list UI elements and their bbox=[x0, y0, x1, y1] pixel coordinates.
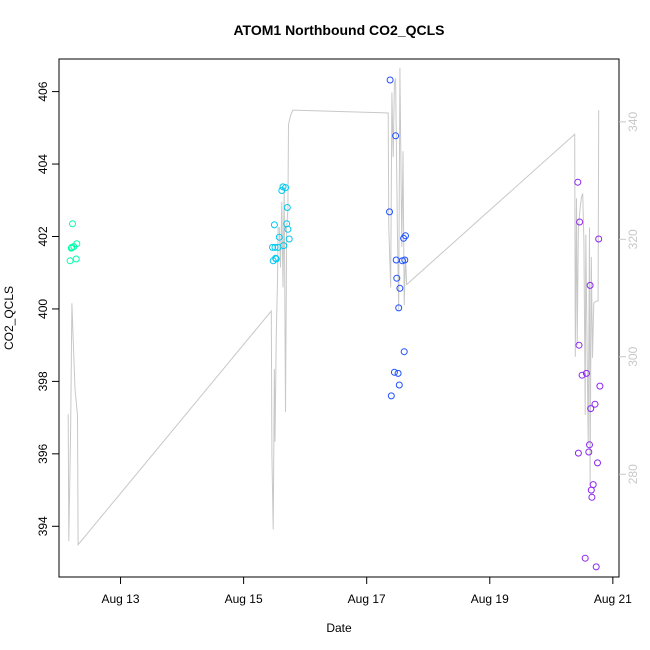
point-1 bbox=[270, 221, 278, 229]
y2-tick-label: 320 bbox=[626, 229, 640, 249]
y-tick-label: 402 bbox=[36, 226, 50, 246]
point-3 bbox=[578, 371, 586, 379]
point-3 bbox=[587, 405, 595, 413]
line-series bbox=[67, 67, 600, 547]
y-axis-left: 394 396 398 400 402 404 406 bbox=[36, 81, 59, 536]
x-tick-label: Aug 21 bbox=[594, 592, 632, 606]
point-3 bbox=[588, 493, 596, 501]
point-1 bbox=[283, 204, 291, 211]
y2-tick-label: 340 bbox=[626, 112, 640, 132]
y-tick-label: 400 bbox=[36, 299, 50, 319]
point-0 bbox=[66, 257, 74, 265]
point-3 bbox=[596, 382, 604, 390]
point-3 bbox=[585, 448, 593, 456]
y-tick-label: 394 bbox=[36, 516, 50, 536]
point-3 bbox=[581, 554, 589, 562]
point-3 bbox=[575, 341, 583, 349]
point-2 bbox=[387, 392, 395, 400]
x-axis: Aug 13 Aug 15 Aug 17 Aug 19 Aug 21 bbox=[102, 577, 632, 606]
x-tick-label: Aug 15 bbox=[225, 592, 263, 606]
point-1 bbox=[272, 254, 280, 262]
point-1 bbox=[285, 235, 293, 243]
point-1 bbox=[284, 225, 292, 233]
y-tick-label: 404 bbox=[36, 154, 50, 174]
point-0 bbox=[73, 240, 81, 248]
x-tick-label: Aug 13 bbox=[102, 592, 140, 606]
point-1 bbox=[280, 242, 288, 250]
point-2 bbox=[396, 284, 404, 292]
plot-frame bbox=[58, 58, 620, 578]
point-2 bbox=[390, 368, 398, 376]
point-3 bbox=[594, 459, 601, 467]
point-1 bbox=[275, 233, 283, 241]
point-3 bbox=[589, 481, 597, 489]
point-series bbox=[66, 76, 604, 571]
point-3 bbox=[582, 369, 590, 377]
y2-tick-label: 300 bbox=[626, 346, 640, 366]
line-path bbox=[67, 67, 600, 547]
point-2 bbox=[402, 232, 409, 240]
y-tick-label: 398 bbox=[36, 371, 50, 391]
point-2 bbox=[394, 369, 402, 377]
point-3 bbox=[592, 563, 600, 571]
y-tick-label: 396 bbox=[36, 444, 50, 464]
point-0 bbox=[72, 255, 80, 263]
point-2 bbox=[400, 348, 408, 356]
point-0 bbox=[69, 220, 76, 228]
point-3 bbox=[574, 178, 582, 186]
point-2 bbox=[386, 208, 393, 216]
point-3 bbox=[591, 400, 599, 408]
point-3 bbox=[595, 235, 603, 243]
point-2 bbox=[401, 256, 409, 264]
point-2 bbox=[392, 132, 400, 140]
y-axis-label: CO2_QCLS bbox=[2, 286, 16, 350]
point-2 bbox=[395, 304, 403, 312]
point-1 bbox=[271, 243, 279, 251]
x-axis-label: Date bbox=[326, 621, 352, 635]
point-3 bbox=[586, 281, 594, 289]
point-2 bbox=[386, 76, 394, 84]
y-axis-right: 280 300 320 340 bbox=[619, 112, 640, 484]
point-3 bbox=[586, 441, 593, 449]
point-3 bbox=[574, 449, 582, 457]
point-1 bbox=[282, 184, 289, 192]
y2-tick-label: 280 bbox=[626, 464, 640, 484]
x-tick-label: Aug 19 bbox=[471, 592, 509, 606]
point-2 bbox=[395, 381, 403, 389]
point-3 bbox=[576, 218, 584, 226]
x-tick-label: Aug 17 bbox=[348, 592, 386, 606]
point-1 bbox=[272, 255, 280, 263]
point-2 bbox=[393, 274, 401, 282]
y-tick-label: 406 bbox=[36, 81, 50, 101]
chart-title: ATOM1 Northbound CO2_QCLS bbox=[233, 22, 444, 38]
